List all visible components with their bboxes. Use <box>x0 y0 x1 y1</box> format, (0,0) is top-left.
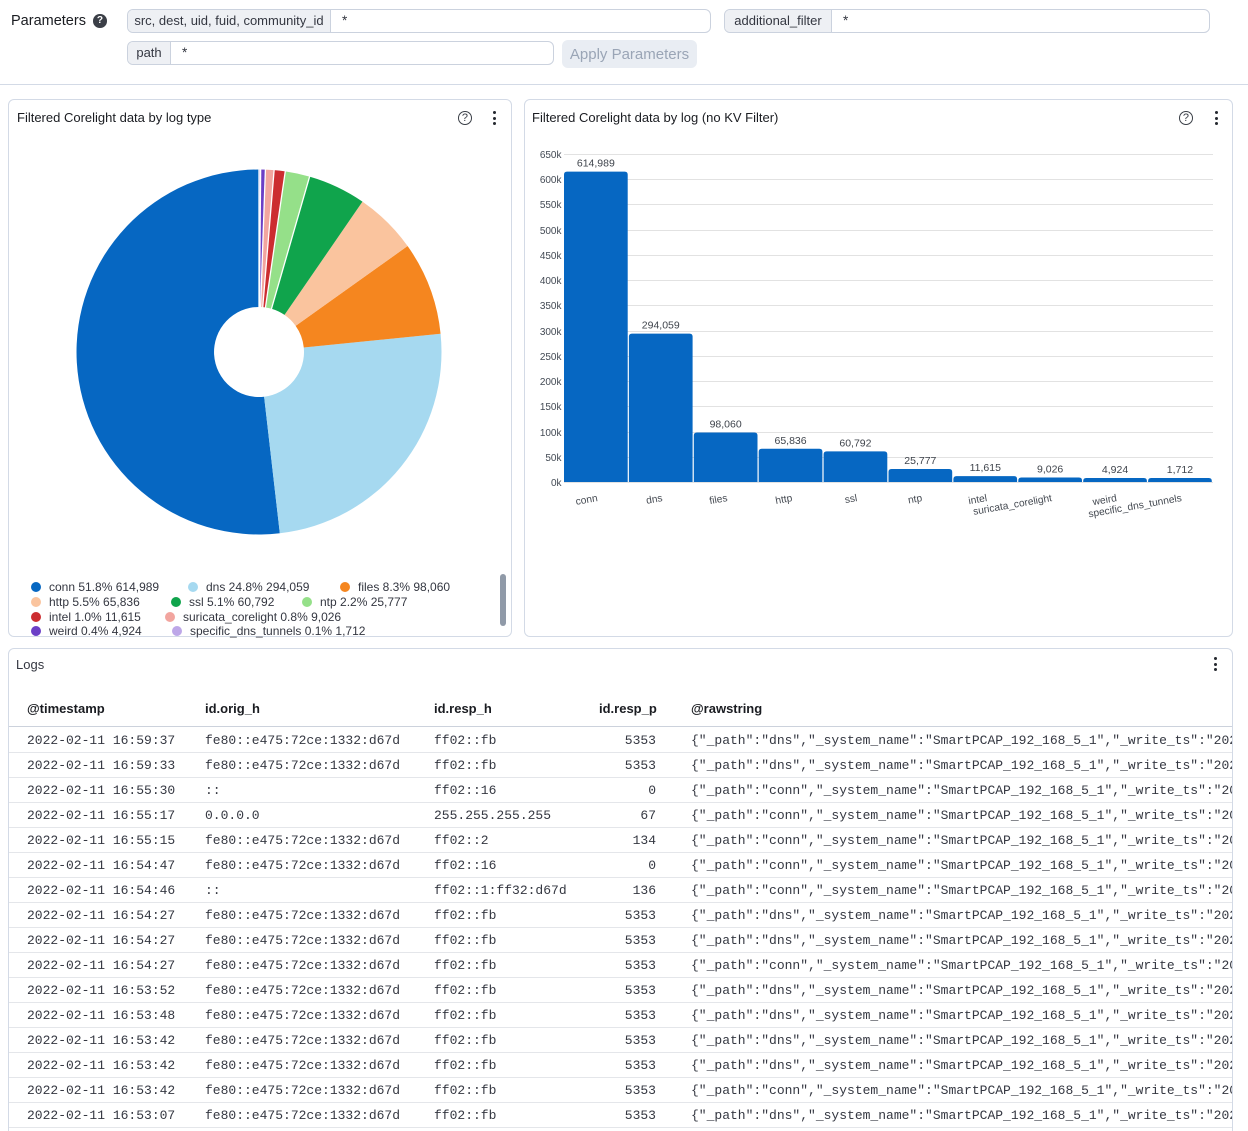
svg-text:0k: 0k <box>551 478 563 489</box>
svg-text:4,924: 4,924 <box>1102 464 1128 476</box>
svg-text:294,059: 294,059 <box>642 320 680 332</box>
svg-text:150k: 150k <box>540 402 563 413</box>
svg-text:60,792: 60,792 <box>839 437 871 449</box>
svg-text:450k: 450k <box>540 251 563 262</box>
svg-text:65,836: 65,836 <box>774 435 806 447</box>
svg-text:ssl: ssl <box>844 493 858 506</box>
svg-text:400k: 400k <box>540 276 563 287</box>
svg-text:550k: 550k <box>540 200 563 211</box>
svg-text:250k: 250k <box>540 352 563 363</box>
svg-text:dns: dns <box>645 493 663 507</box>
svg-text:11,615: 11,615 <box>970 462 1001 474</box>
svg-text:50k: 50k <box>545 453 562 464</box>
svg-text:files: files <box>709 493 729 507</box>
svg-text:614,989: 614,989 <box>577 158 615 170</box>
svg-text:600k: 600k <box>540 175 563 186</box>
svg-text:100k: 100k <box>540 428 563 439</box>
svg-text:300k: 300k <box>540 327 563 338</box>
svg-text:98,060: 98,060 <box>710 419 742 431</box>
svg-text:25,777: 25,777 <box>904 455 936 467</box>
svg-text:500k: 500k <box>540 226 563 237</box>
svg-text:1,712: 1,712 <box>1167 464 1193 476</box>
svg-text:650k: 650k <box>540 150 563 161</box>
svg-text:9,026: 9,026 <box>1037 463 1063 475</box>
svg-text:http: http <box>775 493 794 507</box>
svg-text:intel: intel <box>968 493 988 507</box>
svg-text:conn: conn <box>575 493 599 508</box>
svg-text:350k: 350k <box>540 301 563 312</box>
svg-text:ntp: ntp <box>907 493 923 506</box>
svg-text:200k: 200k <box>540 377 563 388</box>
svg-text:weird: weird <box>1091 493 1118 508</box>
